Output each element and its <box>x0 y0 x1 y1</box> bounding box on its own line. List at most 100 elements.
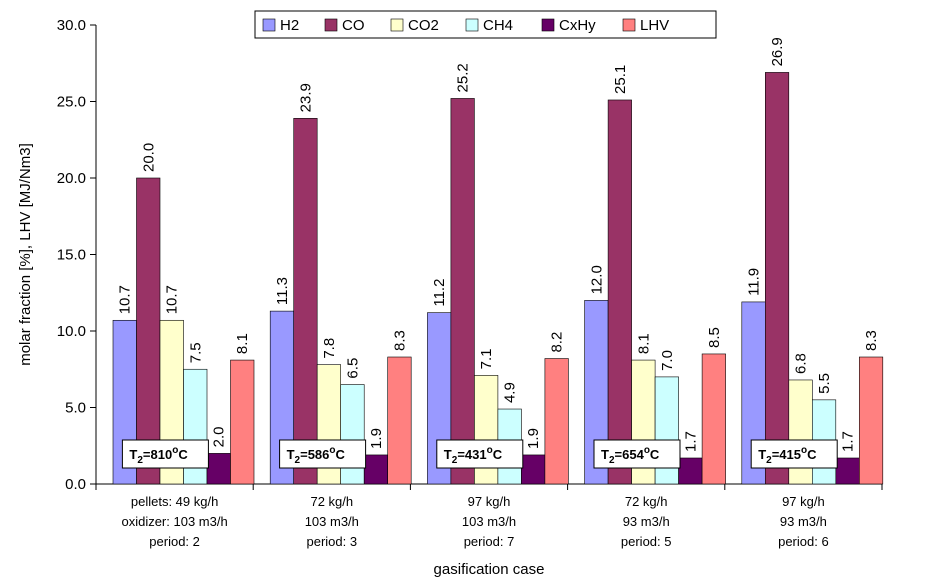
data-label-background <box>137 138 158 174</box>
x-category-label: period: 3 <box>307 534 358 549</box>
data-label: 7.0 <box>659 350 676 371</box>
data-label-background <box>836 417 857 454</box>
data-label-background <box>766 32 787 69</box>
data-label-background <box>113 280 134 317</box>
data-label-background <box>451 58 472 95</box>
data-label-background <box>608 59 629 96</box>
legend-label: LHV <box>640 17 669 34</box>
data-label: 6.5 <box>344 358 361 379</box>
data-label-background <box>545 318 566 355</box>
data-label-background <box>475 335 496 372</box>
data-label: 12.0 <box>588 265 605 294</box>
data-label-background <box>742 261 763 298</box>
legend-label: CxHy <box>559 17 596 34</box>
data-label: 1.7 <box>682 431 699 452</box>
temperature-annotation-box <box>121 439 209 469</box>
x-category-label: 103 m3/h <box>305 514 359 529</box>
y-tick-label: 25.0 <box>57 94 86 111</box>
data-label-background <box>270 271 291 308</box>
data-label: 1.9 <box>525 428 542 449</box>
data-label-background <box>632 320 653 357</box>
data-label-background <box>702 313 723 350</box>
data-label-background <box>294 78 315 115</box>
x-category-label: pellets: 49 kg/h <box>131 494 218 509</box>
data-label: 2.0 <box>211 427 228 448</box>
data-label-background <box>231 320 252 357</box>
x-category-label: 97 kg/h <box>782 494 825 509</box>
legend-swatch-ch4 <box>465 18 479 32</box>
bar-co <box>764 72 790 485</box>
data-label-background <box>388 317 409 354</box>
bar-lhv <box>858 356 884 485</box>
data-label: 25.2 <box>455 63 472 92</box>
x-category-label: 72 kg/h <box>310 494 353 509</box>
legend-label: CO <box>342 17 365 34</box>
y-tick-label: 5.0 <box>65 400 86 417</box>
x-category-label: 72 kg/h <box>625 494 668 509</box>
data-label: 4.9 <box>502 382 519 403</box>
x-category-label: period: 5 <box>621 534 672 549</box>
data-label-background <box>860 317 881 354</box>
bar-lhv <box>230 359 255 485</box>
data-label-background <box>428 272 449 309</box>
legend-label: CH4 <box>483 17 513 34</box>
data-label: 26.9 <box>769 37 786 66</box>
y-tick-label: 0.0 <box>65 476 86 493</box>
bar-lhv <box>544 358 569 485</box>
bar-cxhy <box>678 457 703 485</box>
y-tick-label: 30.0 <box>57 17 86 34</box>
data-label: 11.9 <box>746 268 763 296</box>
temperature-annotation-box <box>436 439 524 469</box>
x-category-label: 97 kg/h <box>468 494 511 509</box>
bar-lhv <box>387 356 412 485</box>
x-category-label: 93 m3/h <box>780 514 827 529</box>
data-label: 7.5 <box>187 342 204 363</box>
legend-swatch-h2 <box>262 18 276 32</box>
data-label-background <box>679 417 700 454</box>
data-label: 8.1 <box>635 333 652 354</box>
bar-co <box>607 99 632 485</box>
data-label: 1.7 <box>840 431 857 452</box>
legend-swatch-lhv <box>622 18 636 32</box>
legend-swatch-co2 <box>390 18 404 32</box>
x-axis-title: gasification case <box>434 561 545 578</box>
bar-lhv <box>701 353 726 485</box>
data-label-background <box>789 339 810 376</box>
data-label: 10.7 <box>117 285 134 314</box>
y-tick-label: 10.0 <box>57 323 86 340</box>
bar-cxhy <box>521 454 546 485</box>
y-tick-label: 15.0 <box>57 247 86 264</box>
data-label: 8.2 <box>549 332 566 353</box>
data-label: 8.3 <box>391 330 408 351</box>
temperature-annotation-box <box>593 439 681 469</box>
data-label-background <box>160 280 181 317</box>
data-label: 10.7 <box>164 285 181 314</box>
temperature-annotation-box <box>750 439 838 469</box>
data-label-background <box>813 359 834 396</box>
bar-cxhy <box>206 453 231 485</box>
y-axis-title: molar fraction [%], LHV [MJ/Nm3] <box>17 143 34 366</box>
data-label-background <box>364 414 385 451</box>
bar-co <box>293 118 318 485</box>
x-category-label: period: 7 <box>464 534 515 549</box>
data-label: 8.3 <box>863 330 880 351</box>
data-label: 1.9 <box>368 428 385 449</box>
data-label-background <box>341 344 362 381</box>
x-category-label: oxidizer: 103 m3/h <box>121 514 227 529</box>
bar-ch4 <box>340 384 365 485</box>
data-label: 11.2 <box>431 279 448 307</box>
data-label-background <box>655 336 676 373</box>
x-category-label: period: 2 <box>149 534 200 549</box>
bar-co <box>136 177 161 485</box>
legend-swatch-cxhy <box>541 18 555 32</box>
bar-cxhy <box>835 457 860 485</box>
legend-swatch-co <box>324 18 338 32</box>
bar-co <box>450 98 475 485</box>
temperature-annotation: T2=415oC <box>758 445 817 466</box>
temperature-annotation: T2=431oC <box>444 445 503 466</box>
data-label: 23.9 <box>297 83 314 112</box>
temperature-annotation: T2=654oC <box>601 445 660 466</box>
data-label: 5.5 <box>816 373 833 394</box>
